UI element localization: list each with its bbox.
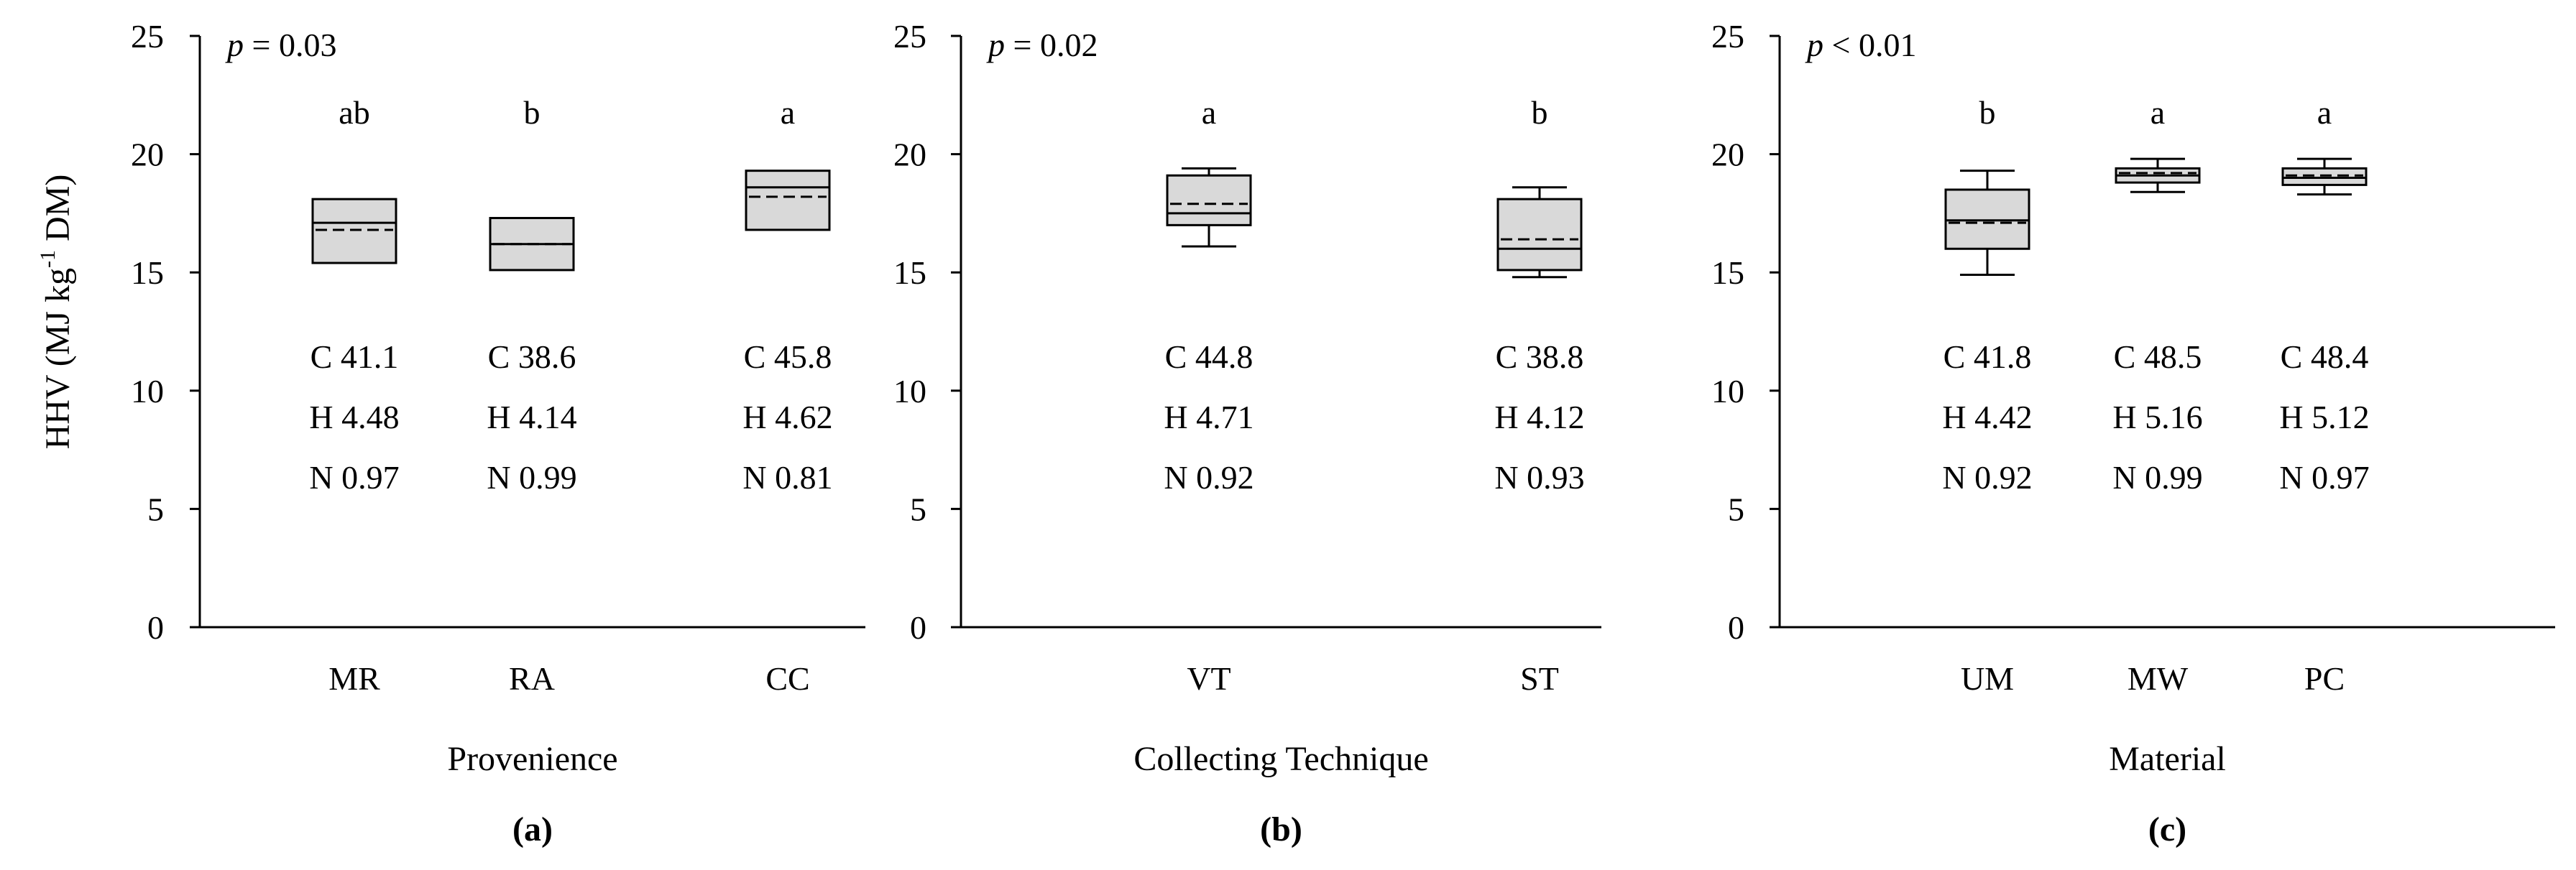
composition-label: H 5.16 bbox=[2112, 399, 2202, 435]
box-VT bbox=[1166, 174, 1252, 226]
p-value: p < 0.01 bbox=[1805, 27, 1916, 63]
x-axis-title: Material bbox=[2109, 740, 2226, 778]
y-tick-label: 25 bbox=[131, 18, 164, 55]
y-tick-label: 10 bbox=[131, 373, 164, 409]
y-axis-label-superscript: -1 bbox=[36, 250, 60, 268]
composition-label: H 4.62 bbox=[742, 399, 832, 435]
panel-label: (c) bbox=[2148, 810, 2186, 848]
composition-label: H 4.12 bbox=[1494, 399, 1584, 435]
y-tick-label: 10 bbox=[1711, 373, 1744, 409]
composition-label: C 44.8 bbox=[1165, 338, 1254, 375]
composition-label: N 0.92 bbox=[1942, 459, 2032, 496]
composition-label: C 48.5 bbox=[2114, 338, 2202, 375]
composition-label: N 0.97 bbox=[309, 459, 399, 496]
composition-label: H 5.12 bbox=[2279, 399, 2369, 435]
y-tick-label: 20 bbox=[131, 136, 164, 173]
x-tick-label: MW bbox=[2128, 660, 2189, 697]
composition-label: H 4.14 bbox=[487, 399, 576, 435]
box-PC bbox=[2281, 167, 2368, 186]
p-value-symbol: p bbox=[986, 27, 1005, 63]
composition-label: C 41.1 bbox=[310, 338, 399, 375]
p-value-text: = 0.03 bbox=[244, 27, 336, 63]
composition-label: N 0.92 bbox=[1164, 459, 1254, 496]
significance-letter: a bbox=[2317, 94, 2332, 131]
composition-label: C 38.8 bbox=[1496, 338, 1584, 375]
y-tick-label: 0 bbox=[1728, 609, 1744, 646]
y-tick-label: 15 bbox=[131, 254, 164, 291]
y-tick-label: 5 bbox=[1728, 491, 1744, 527]
x-tick-label: UM bbox=[1961, 660, 2014, 697]
significance-letter: a bbox=[781, 94, 795, 131]
significance-letter: b bbox=[1979, 94, 1996, 131]
composition-label: H 4.48 bbox=[309, 399, 399, 435]
y-tick-label: 5 bbox=[910, 491, 926, 527]
panel-b: 0 5 10 15 20 25 p = 0.02 a C 44.8 H 4.71 N 0.92 VT b… bbox=[893, 18, 1601, 848]
composition-label: C 45.8 bbox=[744, 338, 832, 375]
x-axis-title: Collecting Technique bbox=[1133, 740, 1428, 778]
box-CC bbox=[745, 170, 831, 231]
p-value-symbol: p bbox=[1805, 27, 1823, 63]
significance-letter: ab bbox=[339, 94, 369, 131]
panel-c: 0 5 10 15 20 25 p < 0.01 b C 41.8 H 4.42 N 0.92 UM a… bbox=[1711, 18, 2555, 848]
significance-letter: b bbox=[1532, 94, 1548, 131]
x-tick-label: RA bbox=[509, 660, 555, 697]
x-tick-label: CC bbox=[765, 660, 809, 697]
p-value: p = 0.03 bbox=[225, 27, 336, 63]
p-value: p = 0.02 bbox=[986, 27, 1098, 63]
y-axis-label-tail: DM) bbox=[39, 175, 77, 250]
box-UM bbox=[1944, 188, 2030, 250]
significance-letter: a bbox=[1202, 94, 1216, 131]
panel-label: (b) bbox=[1260, 810, 1302, 848]
x-tick-label: ST bbox=[1520, 660, 1559, 697]
composition-label: N 0.81 bbox=[742, 459, 832, 496]
y-tick-label: 0 bbox=[910, 609, 926, 646]
y-tick-label: 15 bbox=[1711, 254, 1744, 291]
p-value-symbol: p bbox=[225, 27, 244, 63]
y-tick-label: 5 bbox=[147, 491, 164, 527]
composition-label: C 38.6 bbox=[488, 338, 576, 375]
y-tick-label: 20 bbox=[893, 136, 926, 173]
y-axis-label-main: HHV (MJ kg bbox=[39, 268, 77, 449]
composition-label: H 4.71 bbox=[1164, 399, 1254, 435]
composition-label: N 0.93 bbox=[1494, 459, 1584, 496]
y-axis-label: HHV (MJ kg-1 DM) bbox=[36, 175, 77, 450]
x-tick-label: MR bbox=[328, 660, 380, 697]
box-ST bbox=[1496, 198, 1583, 272]
y-tick-label: 25 bbox=[1711, 18, 1744, 55]
y-tick-label: 15 bbox=[893, 254, 926, 291]
y-tick-label: 10 bbox=[893, 373, 926, 409]
box-MR bbox=[311, 198, 397, 264]
x-tick-label: VT bbox=[1187, 660, 1230, 697]
composition-label: C 48.4 bbox=[2281, 338, 2369, 375]
panel-label: (a) bbox=[512, 810, 553, 848]
composition-label: N 0.99 bbox=[2112, 459, 2202, 496]
composition-label: N 0.97 bbox=[2279, 459, 2369, 496]
composition-label: C 41.8 bbox=[1944, 338, 2032, 375]
y-tick-label: 0 bbox=[147, 609, 164, 646]
p-value-text: = 0.02 bbox=[1005, 27, 1098, 63]
composition-label: H 4.42 bbox=[1942, 399, 2032, 435]
p-value-text: < 0.01 bbox=[1823, 27, 1916, 63]
y-tick-label: 25 bbox=[893, 18, 926, 55]
significance-letter: a bbox=[2150, 94, 2165, 131]
significance-letter: b bbox=[524, 94, 540, 131]
x-axis-title: Provenience bbox=[447, 740, 617, 778]
x-tick-label: PC bbox=[2304, 660, 2345, 697]
y-tick-label: 20 bbox=[1711, 136, 1744, 173]
composition-label: N 0.99 bbox=[487, 459, 576, 496]
